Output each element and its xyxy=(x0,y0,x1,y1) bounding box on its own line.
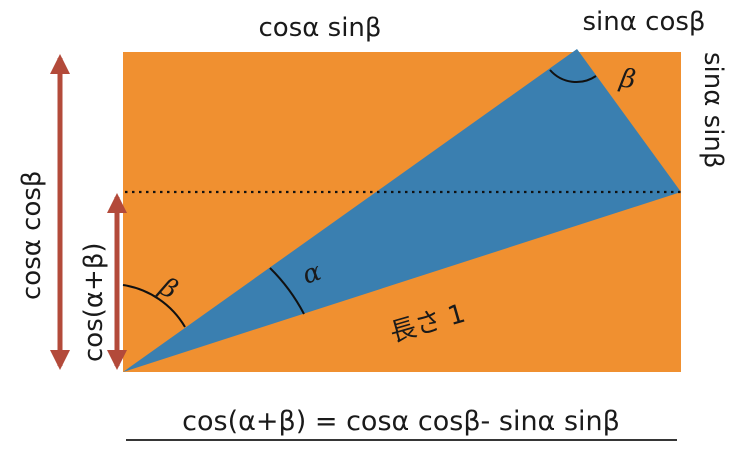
label-left-outer: cosα cosβ xyxy=(17,171,47,301)
label-top: cosα sinβ xyxy=(259,13,382,43)
angle-arc-beta-bottom xyxy=(122,284,186,328)
angle-arc-beta-top xyxy=(549,69,597,83)
formula: cos(α+β) = cosα cosβ- sinα sinβ xyxy=(182,406,620,437)
label-right-vertical: sinα sinβ xyxy=(698,52,728,169)
blue-triangle xyxy=(123,49,681,372)
label-left-inner: cos(α+β) xyxy=(79,242,109,362)
angle-arc-alpha xyxy=(269,267,305,315)
label-top-right: sinα cosβ xyxy=(583,7,706,37)
label-angle-beta-top: β xyxy=(617,63,638,95)
